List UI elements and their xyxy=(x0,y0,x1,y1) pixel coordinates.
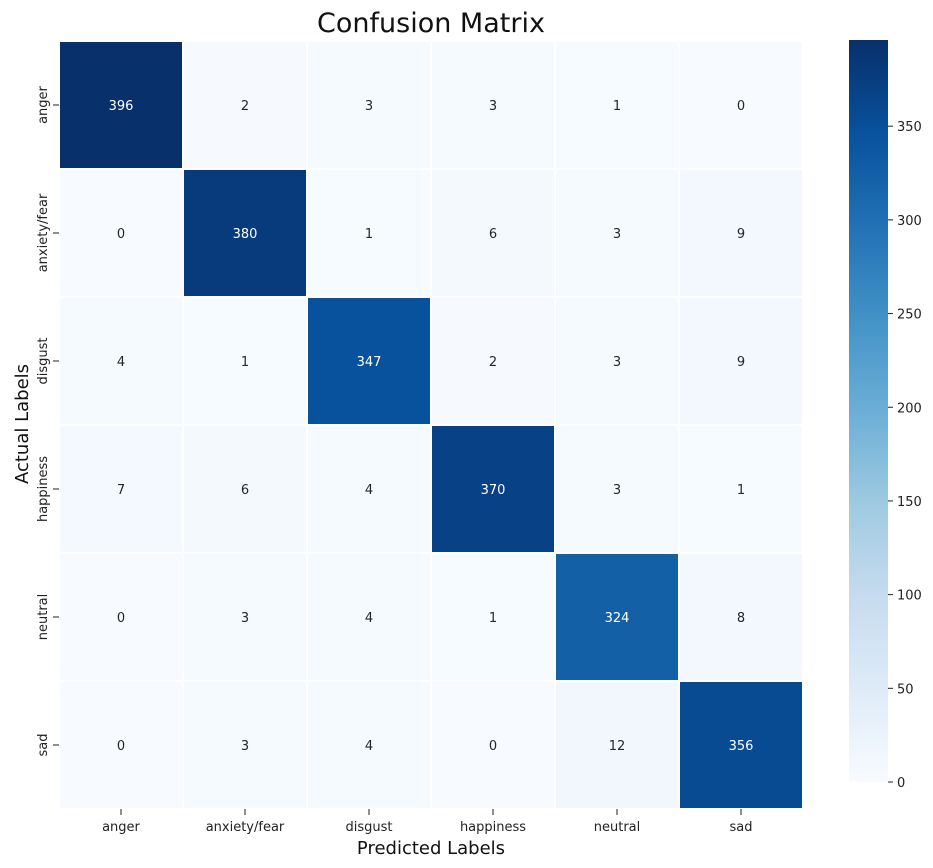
heatmap-cell xyxy=(554,552,680,682)
cell-value-label: 9 xyxy=(737,227,745,242)
heatmap-cell xyxy=(554,296,680,426)
y-axis-label: Actual Labels xyxy=(12,364,33,484)
cell-value-label: 7 xyxy=(117,483,125,498)
heatmap-cell xyxy=(554,424,680,554)
heatmap-cell xyxy=(58,424,184,554)
x-tick-label: sad xyxy=(730,820,753,835)
heatmap-cell xyxy=(182,296,308,426)
heatmap-cell xyxy=(430,296,556,426)
heatmap-cell xyxy=(678,40,804,170)
y-tick-label: anger xyxy=(36,85,51,123)
cell-value-label: 0 xyxy=(489,739,497,754)
colorbar-tick-label: 100 xyxy=(897,589,922,604)
heatmap-cell xyxy=(306,424,432,554)
heatmap-cell xyxy=(306,552,432,682)
colorbar-tick-label: 250 xyxy=(897,308,922,323)
heatmap-cell xyxy=(430,552,556,682)
cell-value-label: 0 xyxy=(117,227,125,242)
heatmap-cell xyxy=(182,168,308,298)
heatmap-cell xyxy=(678,168,804,298)
y-tick-label: disgust xyxy=(36,338,51,385)
heatmap-cell xyxy=(58,680,184,810)
heatmap-cell xyxy=(306,40,432,170)
colorbar: 0 50 100 150 200 250 300 350 xyxy=(849,40,922,791)
cell-value-label: 4 xyxy=(365,611,373,626)
cell-value-label: 3 xyxy=(489,99,497,114)
cell-value-label: 2 xyxy=(489,355,497,370)
cell-value-label: 356 xyxy=(729,739,754,754)
cell-value-label: 4 xyxy=(365,483,373,498)
heatmap-cell xyxy=(430,40,556,170)
colorbar-gradient xyxy=(849,40,888,782)
colorbar-tick-label: 0 xyxy=(897,776,905,791)
cell-value-label: 9 xyxy=(737,355,745,370)
colorbar-tick-label: 300 xyxy=(897,214,922,229)
x-axis-label: Predicted Labels xyxy=(357,838,505,859)
cell-value-label: 8 xyxy=(737,611,745,626)
x-tick-label: anger xyxy=(102,820,140,835)
y-axis-ticks: anger anxiety/fear disgust happiness neutral… xyxy=(36,85,59,757)
cell-value-label: 3 xyxy=(613,483,621,498)
x-tick-label: anxiety/fear xyxy=(206,820,285,835)
cell-value-label: 2 xyxy=(241,99,249,114)
cell-value-label: 0 xyxy=(117,739,125,754)
cell-value-label: 6 xyxy=(241,483,249,498)
cell-value-label: 6 xyxy=(489,227,497,242)
cell-value-label: 1 xyxy=(241,355,249,370)
x-tick-label: disgust xyxy=(346,820,393,835)
cell-value-label: 1 xyxy=(489,611,497,626)
heatmap-cell xyxy=(430,424,556,554)
cell-value-label: 1 xyxy=(613,99,621,114)
heatmap-cell xyxy=(58,552,184,682)
heatmap-grid: 396 2 3 3 1 0 0 380 1 6 3 9 4 1 347 2 3 9 7 6 4 370 3 1 0 3 4 1 324 8… xyxy=(58,40,804,810)
heatmap-cell xyxy=(678,680,804,810)
cell-value-label: 3 xyxy=(365,99,373,114)
chart-title: Confusion Matrix xyxy=(317,8,545,39)
heatmap-cell xyxy=(678,424,804,554)
cell-value-label: 0 xyxy=(737,99,745,114)
cell-value-label: 0 xyxy=(117,611,125,626)
cell-value-label: 1 xyxy=(365,227,373,242)
cell-value-label: 324 xyxy=(605,611,630,626)
heatmap-cell xyxy=(678,552,804,682)
y-tick-label: happiness xyxy=(36,456,51,522)
y-tick-label: neutral xyxy=(36,594,51,641)
y-tick-label: anxiety/fear xyxy=(36,193,51,272)
cell-value-label: 370 xyxy=(481,483,506,498)
cell-value-label: 380 xyxy=(233,227,258,242)
cell-value-label: 347 xyxy=(357,355,382,370)
cell-value-label: 4 xyxy=(117,355,125,370)
x-tick-label: happiness xyxy=(460,820,526,835)
cell-value-label: 12 xyxy=(609,739,626,754)
cell-value-label: 3 xyxy=(613,227,621,242)
colorbar-tick-label: 150 xyxy=(897,495,922,510)
x-tick-label: neutral xyxy=(594,820,641,835)
colorbar-tick-label: 350 xyxy=(897,120,922,135)
heatmap-cell xyxy=(430,168,556,298)
cell-value-label: 3 xyxy=(613,355,621,370)
heatmap-cell xyxy=(58,40,184,170)
heatmap-cell xyxy=(182,40,308,170)
cell-value-label: 1 xyxy=(737,483,745,498)
cell-value-label: 3 xyxy=(241,611,249,626)
heatmap-cell xyxy=(182,424,308,554)
cell-value-label: 3 xyxy=(241,739,249,754)
colorbar-tick-label: 50 xyxy=(897,682,914,697)
y-tick-label: sad xyxy=(36,734,51,757)
cell-value-label: 396 xyxy=(109,99,134,114)
heatmap-cell xyxy=(678,296,804,426)
colorbar-tick-label: 200 xyxy=(897,401,922,416)
cell-value-label: 4 xyxy=(365,739,373,754)
x-axis-ticks: anger anxiety/fear disgust happiness neutral… xyxy=(102,809,753,835)
